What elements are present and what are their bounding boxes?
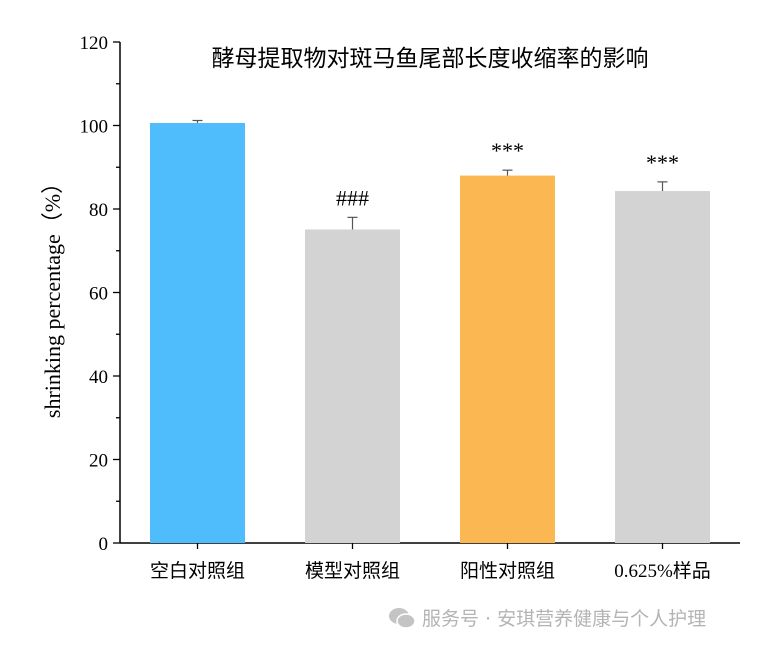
wechat-icon [388,607,416,629]
x-tick-label: 0.625%样品 [614,560,711,582]
y-tick-label: 0 [99,534,109,555]
chart-title: 酵母提取物对斑马鱼尾部长度收缩率的影响 [212,46,649,71]
x-tick-label: 阳性对照组 [460,560,555,582]
significance-label: ### [336,185,369,210]
bar [460,175,555,543]
watermark: 服务号 · 安琪营养健康与个人护理 [388,604,706,631]
y-tick-label: 60 [89,284,108,305]
y-tick-label: 20 [89,451,108,472]
significance-label: *** [646,150,679,175]
x-tick-label: 空白对照组 [150,560,245,582]
significance-label: *** [491,138,524,163]
watermark-text: 服务号 · 安琪营养健康与个人护理 [422,608,707,630]
bar [615,191,710,544]
bar [150,122,245,544]
y-tick-label: 120 [80,33,109,54]
y-tick-label: 40 [89,367,108,388]
y-tick-label: 100 [80,117,109,138]
x-tick-label: 模型对照组 [305,560,400,582]
y-axis-label: shrinking percentage（%） [40,172,65,418]
y-tick-label: 80 [89,200,108,221]
bar [305,229,400,543]
